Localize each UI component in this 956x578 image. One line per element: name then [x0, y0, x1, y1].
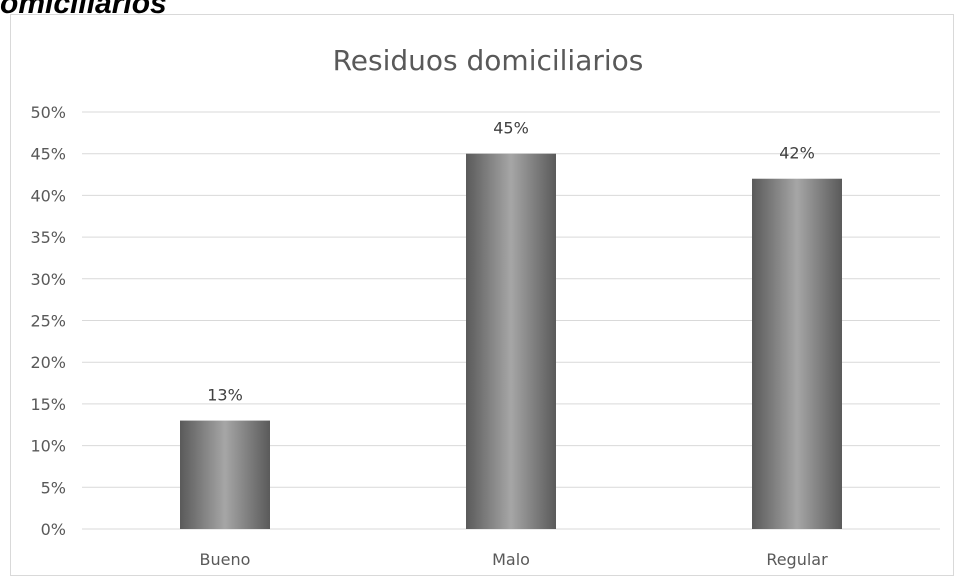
- bars: [180, 153, 842, 529]
- bar-bueno: [180, 420, 270, 529]
- y-tick-label: 40%: [30, 186, 66, 205]
- data-labels: 13% 45% 42%: [207, 119, 815, 405]
- x-tick-label-malo: Malo: [492, 550, 530, 569]
- data-label-regular: 42%: [779, 144, 815, 163]
- y-tick-label: 5%: [41, 478, 66, 497]
- data-label-bueno: 13%: [207, 386, 243, 405]
- y-tick-label: 35%: [30, 228, 66, 247]
- y-axis-tick-labels: 0% 5% 10% 15% 20% 25% 30% 35% 40% 45% 50%: [30, 103, 66, 539]
- y-tick-label: 30%: [30, 270, 66, 289]
- bar-regular: [752, 178, 842, 529]
- y-tick-label: 0%: [41, 520, 66, 539]
- x-tick-label-bueno: Bueno: [200, 550, 251, 569]
- y-tick-label: 15%: [30, 395, 66, 414]
- x-tick-label-regular: Regular: [766, 550, 828, 569]
- y-tick-label: 45%: [30, 145, 66, 164]
- y-tick-label: 20%: [30, 353, 66, 372]
- y-tick-label: 10%: [30, 437, 66, 456]
- data-label-malo: 45%: [493, 119, 529, 138]
- x-axis-tick-labels: Bueno Malo Regular: [200, 550, 829, 569]
- bar-malo: [466, 153, 556, 529]
- y-tick-label: 50%: [30, 103, 66, 122]
- y-tick-label: 25%: [30, 312, 66, 331]
- chart-title: Residuos domiciliarios: [333, 44, 644, 77]
